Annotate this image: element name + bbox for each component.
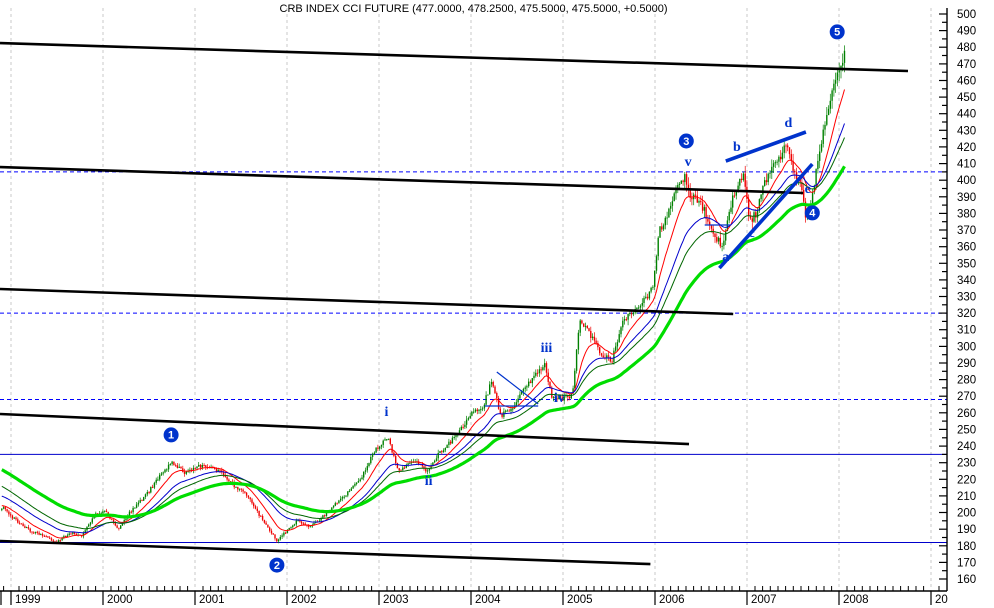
ma-slowest bbox=[1, 165, 846, 519]
y-axis-label: 230 bbox=[957, 458, 976, 470]
chart-title: CRB INDEX CCI FUTURE (477.0000, 478.2500… bbox=[279, 3, 668, 15]
y-axis-label: 360 bbox=[957, 242, 976, 254]
x-axis-year-label: 20 bbox=[935, 594, 948, 606]
svg-text:4: 4 bbox=[809, 208, 816, 220]
svg-text:2: 2 bbox=[274, 560, 280, 572]
y-axis-label: 260 bbox=[957, 408, 976, 420]
y-axis-label: 290 bbox=[957, 358, 976, 370]
y-axis-label: 330 bbox=[957, 292, 976, 304]
wave-circle-5: 5 bbox=[829, 24, 845, 40]
y-axis-label: 430 bbox=[957, 125, 976, 137]
x-axis-year-label: 2003 bbox=[383, 594, 409, 606]
axes-and-ticks: 5004904804704604504404304204104003903803… bbox=[0, 8, 976, 606]
y-axis-label: 500 bbox=[957, 9, 976, 21]
y-axis-label: 300 bbox=[957, 341, 976, 353]
x-axis-year-label: 2008 bbox=[843, 594, 869, 606]
y-axis-label: 250 bbox=[957, 424, 976, 436]
y-axis-label: 420 bbox=[957, 142, 976, 154]
wave-letter-a: a bbox=[722, 250, 729, 265]
wave-letter-iii: iii bbox=[541, 341, 553, 356]
x-axis-year-label: 2005 bbox=[567, 594, 593, 606]
y-axis-label: 160 bbox=[957, 574, 976, 586]
x-axis-year-label: 2004 bbox=[475, 594, 501, 606]
y-axis-label: 470 bbox=[957, 59, 976, 71]
wave-letter-iv: iv bbox=[554, 391, 565, 406]
black-trendlines bbox=[0, 41, 909, 566]
y-axis-label: 400 bbox=[957, 175, 976, 187]
y-axis-label: 440 bbox=[957, 109, 976, 121]
ma-mid bbox=[1, 123, 845, 534]
wave-letter-v: v bbox=[685, 155, 692, 170]
support-resistance-levels bbox=[0, 171, 947, 543]
y-axis-label: 180 bbox=[957, 541, 976, 553]
y-axis-label: 240 bbox=[957, 441, 976, 453]
y-axis-label: 320 bbox=[957, 308, 976, 320]
y-axis-label: 450 bbox=[957, 92, 976, 104]
y-axis-label: 310 bbox=[957, 325, 976, 337]
y-axis-label: 190 bbox=[957, 524, 976, 536]
year-gridlines bbox=[10, 8, 932, 591]
x-axis-year-label: 2007 bbox=[751, 594, 777, 606]
wave-circle-4: 4 bbox=[804, 205, 820, 221]
wave-letter-ii: ii bbox=[425, 474, 433, 489]
moving-average-lines bbox=[1, 89, 846, 539]
x-axis-year-label: 2000 bbox=[107, 594, 133, 606]
y-axis-label: 370 bbox=[957, 225, 976, 237]
y-axis-label: 480 bbox=[957, 42, 976, 54]
y-axis-label: 170 bbox=[957, 557, 976, 569]
y-axis-label: 390 bbox=[957, 192, 976, 204]
y-axis-label: 340 bbox=[957, 275, 976, 287]
x-axis-year-label: 2002 bbox=[291, 594, 317, 606]
x-axis-year-label: 2006 bbox=[659, 594, 685, 606]
x-axis-year-label: 1999 bbox=[15, 594, 41, 606]
svg-text:1: 1 bbox=[168, 430, 174, 442]
y-axis-label: 410 bbox=[957, 159, 976, 171]
wave-letter-i: i bbox=[384, 405, 388, 420]
svg-text:3: 3 bbox=[683, 136, 689, 148]
ma-slow bbox=[1, 137, 845, 530]
y-axis-label: 350 bbox=[957, 258, 976, 270]
y-axis-label: 210 bbox=[957, 491, 976, 503]
y-axis-label: 460 bbox=[957, 76, 976, 88]
wave-letter-d: d bbox=[785, 116, 793, 131]
wave-letter-c: c bbox=[748, 226, 754, 241]
svg-text:5: 5 bbox=[834, 27, 840, 39]
blue-wave-channel-lines bbox=[484, 130, 814, 407]
wave-circle-2: 2 bbox=[269, 557, 285, 573]
wave-letter-b: b bbox=[733, 140, 741, 155]
y-axis-label: 270 bbox=[957, 391, 976, 403]
wave-letter-e: e bbox=[805, 182, 811, 197]
y-axis-label: 280 bbox=[957, 375, 976, 387]
wave-circle-1: 1 bbox=[163, 427, 179, 443]
y-axis-label: 200 bbox=[957, 508, 976, 520]
ma-fast bbox=[1, 89, 845, 539]
x-axis-year-label: 2001 bbox=[199, 594, 225, 606]
y-axis-label: 490 bbox=[957, 26, 976, 38]
y-axis-label: 220 bbox=[957, 474, 976, 486]
y-axis-label: 380 bbox=[957, 208, 976, 220]
wave-circle-3: 3 bbox=[678, 133, 694, 149]
